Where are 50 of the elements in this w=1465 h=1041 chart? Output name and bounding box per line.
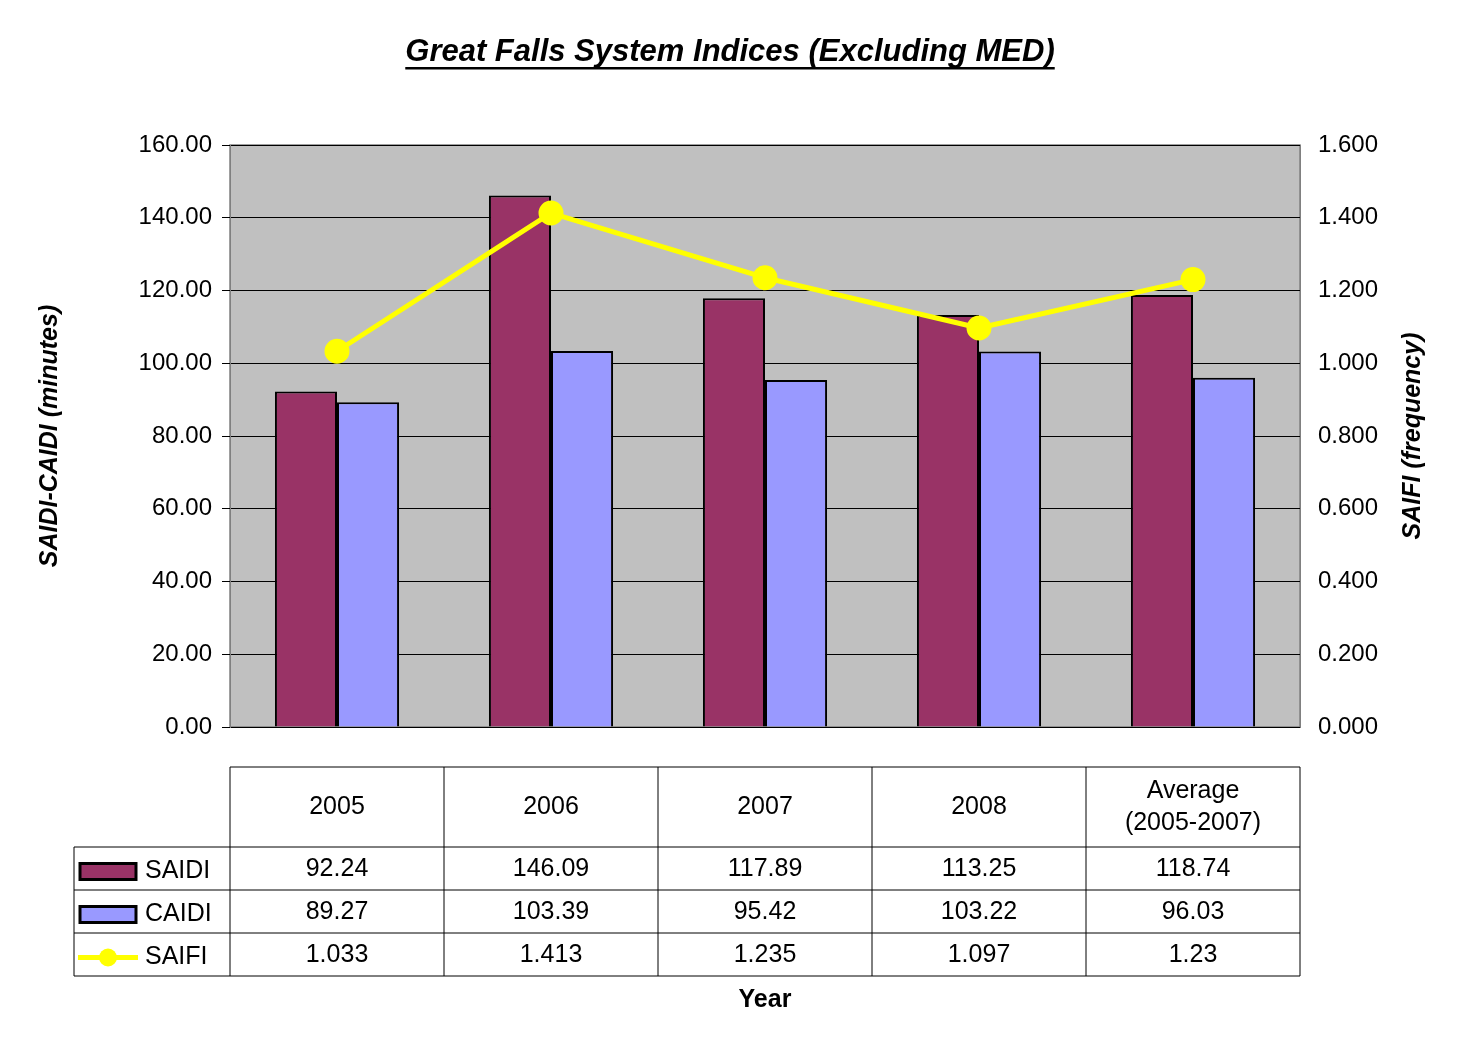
y-tick-label: 20.00 <box>151 638 212 666</box>
legend-label: SAIDI <box>145 855 211 884</box>
data-label: 103.39 <box>512 896 590 925</box>
legend-label: SAIFI <box>145 941 208 970</box>
y-tick-label: 0.00 <box>165 711 212 739</box>
x-tick-label: 2008 <box>951 790 1007 819</box>
data-label: 1.23 <box>1168 939 1218 968</box>
data-label: 1.235 <box>733 939 797 968</box>
data-label: 113.25 <box>941 853 1017 882</box>
y2-tick-label: 0.800 <box>1318 420 1379 448</box>
data-label: 96.03 <box>1161 896 1225 925</box>
y2-tick-label: 1.400 <box>1318 202 1379 230</box>
data-label: 1.097 <box>947 939 1011 968</box>
data-label: 118.74 <box>1155 853 1231 882</box>
y2-tick-label: 0.600 <box>1318 493 1379 521</box>
data-label: 89.27 <box>305 896 369 925</box>
data-label: 95.42 <box>733 896 797 925</box>
legend-label: CAIDI <box>145 898 212 927</box>
y-tick-label: 160.00 <box>138 129 212 157</box>
x-tick-label: 2007 <box>737 790 793 819</box>
data-label: 92.24 <box>305 853 369 882</box>
chart-title: Great Falls System Indices (Excluding MED) <box>405 32 1055 68</box>
y-tick-label: 40.00 <box>151 566 212 594</box>
y-tick-label: 100.00 <box>138 347 212 375</box>
data-label: 103.22 <box>940 896 1018 925</box>
y2-tick-label: 0.200 <box>1318 638 1379 666</box>
text: Year <box>738 983 792 1012</box>
point <box>966 315 992 341</box>
data-label: 117.89 <box>727 853 803 882</box>
x-tick-label: Average (2005-2007) <box>1124 774 1262 835</box>
data-label: 1.413 <box>519 939 583 968</box>
x-tick-label: 2005 <box>309 790 365 819</box>
point <box>538 200 564 226</box>
point <box>1180 267 1206 293</box>
y-tick-label: 120.00 <box>138 275 212 303</box>
x-tick-label: 2006 <box>523 790 579 819</box>
data-label: 1.033 <box>305 939 369 968</box>
y-tick-label: 60.00 <box>151 493 212 521</box>
y2-tick-label: 0.400 <box>1318 566 1379 594</box>
y-tick-label: 80.00 <box>151 420 212 448</box>
y2-tick-label: 1.200 <box>1318 275 1379 303</box>
point <box>324 338 350 364</box>
y-axis-title: SAIDI-CAIDI (minutes) <box>33 304 62 568</box>
y2-axis-title: SAIFI (frequency) <box>1396 332 1425 540</box>
y2-tick-label: 1.000 <box>1318 347 1379 375</box>
data-label: 146.09 <box>512 853 590 882</box>
point <box>752 265 778 291</box>
y-tick-label: 140.00 <box>138 202 212 230</box>
y2-tick-label: 0.000 <box>1318 711 1379 739</box>
y2-tick-label: 1.600 <box>1318 129 1379 157</box>
